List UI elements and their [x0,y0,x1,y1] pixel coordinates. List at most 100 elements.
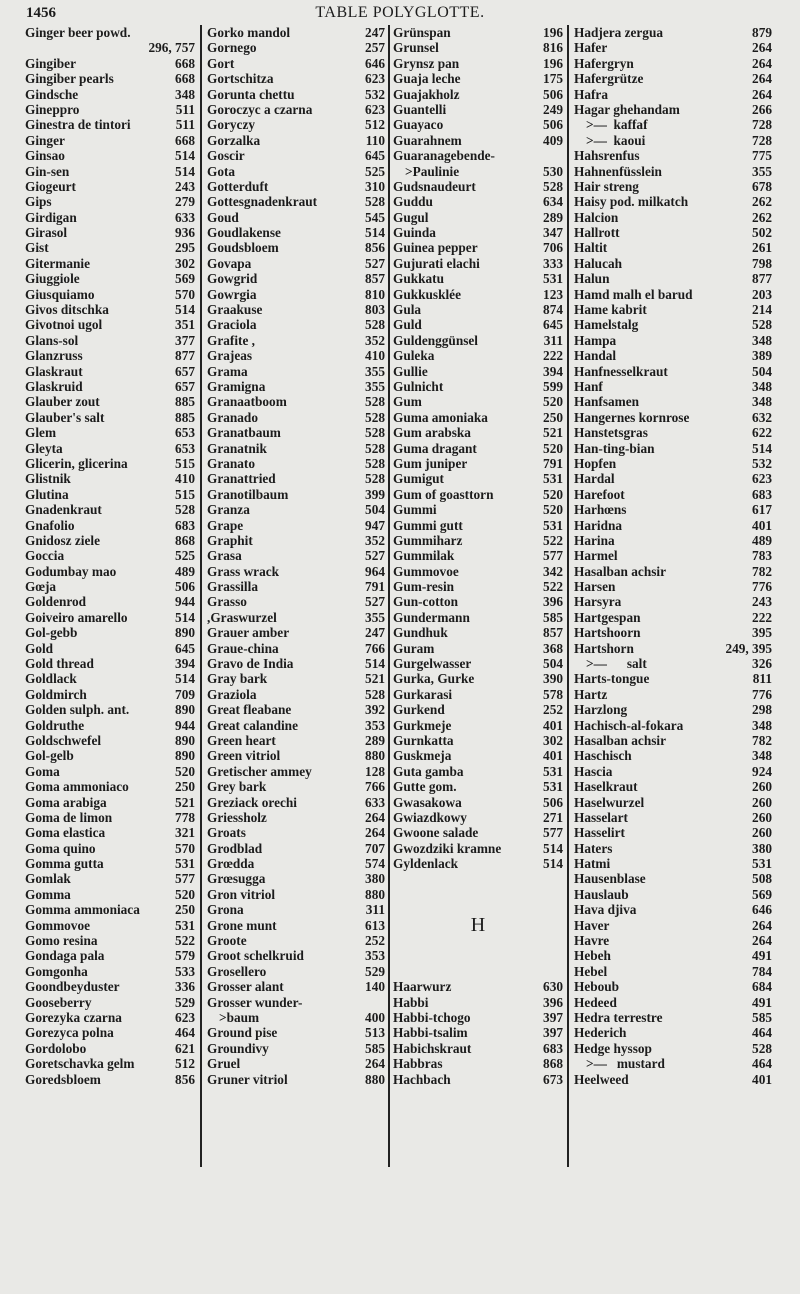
entry-page-ref: 528 [365,425,385,441]
entry-term: Gowgrid [207,271,258,287]
index-entry: Gruner vitriol 880 [207,1072,385,1087]
entry-term: Hamd malh el barud [574,286,693,302]
entry-page-ref: 528 [365,317,385,333]
entry-page-ref: 264 [365,1056,385,1072]
index-entry: Granatbaum 528 [207,425,385,440]
entry-page-ref: 196 [543,55,563,71]
column-divider [388,25,390,1167]
entry-term: Ginger beer powd. [25,25,131,40]
entry-page-ref: 890 [175,732,195,748]
entry-term: Harsen [574,579,616,595]
entry-term: Goredsbloem [25,1071,101,1087]
entry-term: Graakuse [207,302,263,318]
index-entry: Hauslaub 569 [574,887,772,902]
index-entry: Goccia 525 [25,548,195,563]
entry-term: Goma quino [25,840,96,856]
entry-page-ref: 250 [175,779,195,795]
index-entry: Gorko mandol 247 [207,25,385,40]
index-entry: Hasselart 260 [574,810,772,825]
index-entry: Groundivy 585 [207,1041,385,1056]
entry-term: Gurgelwasser [393,656,472,672]
entry-page-ref: 532 [365,86,385,102]
entry-page-ref: 577 [543,825,563,841]
entry-term: Guinea pepper [393,240,478,256]
entry-page-ref: 310 [365,178,385,194]
index-entry: >— mustard 464 [574,1056,772,1071]
entry-page-ref: 203 [752,286,772,302]
entry-page-ref: 645 [365,148,385,164]
entry-term: Grey bark [207,779,267,795]
entry-page-ref: 803 [365,302,385,318]
entry-term: Guajakholz [393,86,460,102]
entry-page-ref: 140 [365,979,385,995]
entry-page-ref: 489 [175,563,195,579]
entry-term: Goud [207,209,239,225]
entry-page-ref: 885 [175,394,195,410]
index-entry: Grafite , 352 [207,333,385,348]
index-entry: Hartgespan 222 [574,610,772,625]
entry-term: Ginestra de tintori [25,117,131,133]
entry-term: Goudlakense [207,225,281,241]
index-entry: Guaja leche 175 [393,71,563,86]
entry-page-ref: 321 [175,825,195,841]
entry-term: Hair streng [574,178,639,194]
index-entry: Glaskraut 657 [25,364,195,379]
entry-page-ref: 514 [365,225,385,241]
index-entry: Haisy pod. milkatch 262 [574,194,772,209]
entry-term: Hanfnesselkraut [574,363,668,379]
index-column-2: Gorko mandol 247 Gornego 257 Gort 646 Gortschi… [207,25,385,1087]
entry-page-ref: 175 [543,71,563,87]
index-entry: Grama 355 [207,364,385,379]
entry-page-ref: 528 [365,440,385,456]
index-entry: Gurkarasi 578 [393,687,563,702]
entry-term: Gugul [393,209,429,225]
index-entry: Gomma gutta 531 [25,856,195,871]
entry-term: Glauber zout [25,394,100,410]
entry-term: Hafergryn [574,55,634,71]
entry-term: Girdigan [25,209,77,225]
index-entry: Goryczy 512 [207,117,385,132]
entry-term: Hascia [574,763,613,779]
index-entry: Guinea pepper 706 [393,240,563,255]
index-entry: Gurkend 252 [393,702,563,717]
entry-page-ref: 347 [543,225,563,241]
entry-term: Gurkend [393,702,445,718]
index-entry: Gorzalka 110 [207,133,385,148]
entry-page-ref: 545 [365,209,385,225]
entry-page-ref: 392 [365,702,385,718]
index-entry: Gurgelwasser 504 [393,656,563,671]
index-entry: Goma arabiga 521 [25,795,195,810]
index-column-1: Ginger beer powd. 296, 757 Gingiber 668 Ging… [25,25,195,1087]
index-entry: Hasalban achsir 782 [574,564,772,579]
entry-term: Gwasakowa [393,794,462,810]
index-entry: Gray bark 521 [207,671,385,686]
index-entry: ,Graswurzel 355 [207,610,385,625]
index-entry: Hopfen 532 [574,456,772,471]
entry-page-ref: 709 [175,686,195,702]
entry-page-ref: 766 [365,779,385,795]
entry-term: Hardal [574,471,615,487]
index-entry: Harina 489 [574,533,772,548]
entry-term: Goondbeyduster [25,979,120,995]
index-entry: Gist 295 [25,240,195,255]
index-entry: Haselkraut 260 [574,779,772,794]
entry-term: Gundhuk [393,625,448,641]
entry-term: Haver [574,917,610,933]
entry-term: Handal [574,348,617,364]
entry-term: Haselkraut [574,779,638,795]
index-entry: Gingiber 668 [25,56,195,71]
index-entry: Gota 525 [207,164,385,179]
entry-page-ref: 514 [175,609,195,625]
entry-term: Gingiber pearls [25,71,114,87]
entry-term: Gum arabska [393,425,471,441]
entry-page-ref: 531 [543,779,563,795]
entry-term: Hachbach [393,1071,451,1087]
section-letter-heading: H [393,914,563,935]
index-entry [393,948,563,963]
entry-term: Glem [25,425,57,441]
index-entry: Hatmi 531 [574,856,772,871]
index-entry: Gomma ammoniaca 250 [25,902,195,917]
entry-term: Gretischer ammey [207,763,312,779]
entry-term: Gummilak [393,548,455,564]
entry-page-ref: 531 [543,763,563,779]
